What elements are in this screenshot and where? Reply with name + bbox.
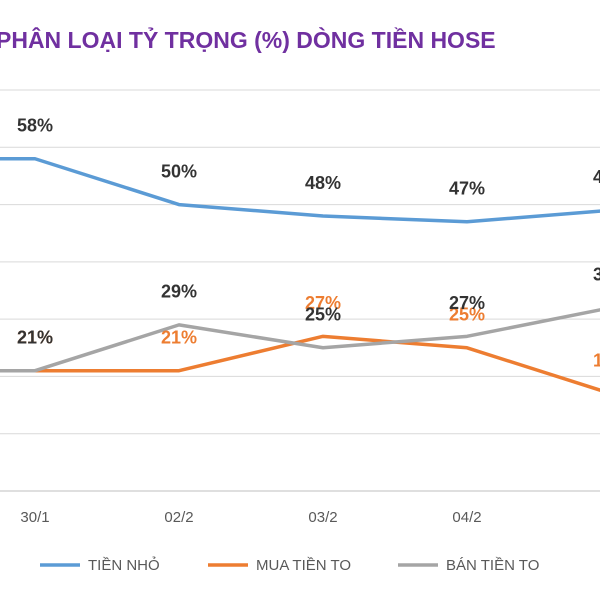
data-label: 25% xyxy=(449,305,485,325)
x-tick-label: 02/2 xyxy=(164,509,193,526)
data-label: 21% xyxy=(161,327,197,347)
x-tick-label: 03/2 xyxy=(308,509,337,526)
data-label: 21% xyxy=(17,327,53,347)
data-label: 17% xyxy=(593,350,600,370)
legend-label: BÁN TIỀN TO xyxy=(446,557,539,574)
x-tick-label: 30/1 xyxy=(20,509,49,526)
data-label: 48% xyxy=(305,173,341,193)
data-label: 29% xyxy=(161,282,197,302)
series-line xyxy=(0,156,600,224)
x-tick-label: 04/2 xyxy=(452,509,481,526)
chart-title: PHÂN LOẠI TỶ TRỌNG (%) DÒNG TIỀN HOSE xyxy=(0,25,496,53)
legend-label: MUA TIỀN TO xyxy=(256,557,351,574)
data-label: 58% xyxy=(17,115,53,135)
data-label: 50% xyxy=(161,161,197,181)
data-label: 27% xyxy=(449,293,485,313)
legend-label: TIỀN NHỎ xyxy=(88,556,160,574)
data-label: 21% xyxy=(17,327,53,347)
series-line xyxy=(0,308,600,373)
data-label: 47% xyxy=(449,179,485,199)
data-label: 32% xyxy=(593,264,600,284)
data-label: 49% xyxy=(593,167,600,187)
data-label: 25% xyxy=(305,305,341,325)
data-label: 27% xyxy=(305,293,341,313)
